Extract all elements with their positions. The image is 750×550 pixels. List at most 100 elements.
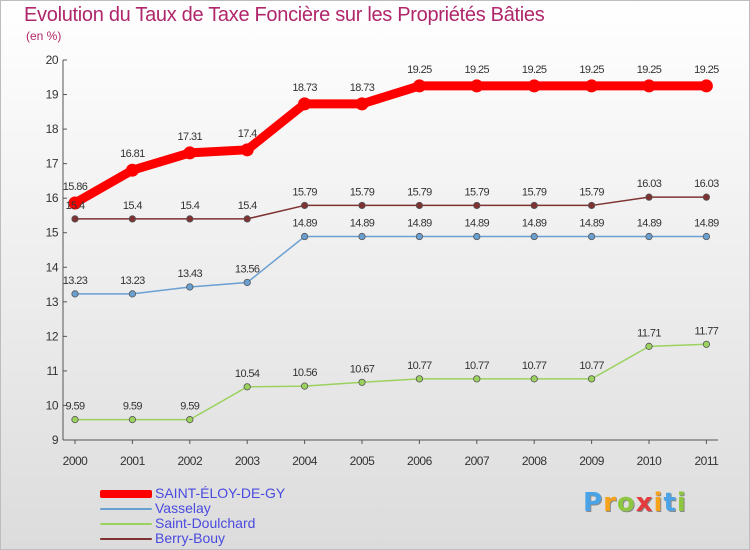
data-label: 10.54 xyxy=(235,368,260,380)
data-label: 13.23 xyxy=(120,275,145,287)
data-point xyxy=(243,383,251,391)
data-label: 16.03 xyxy=(694,178,719,190)
data-label: 19.25 xyxy=(407,64,432,76)
data-label: 13.23 xyxy=(63,275,88,287)
data-point xyxy=(358,378,366,386)
data-label: 14.89 xyxy=(292,218,317,230)
data-label: 19.25 xyxy=(637,64,662,76)
x-tick-label: 2003 xyxy=(235,454,261,468)
data-point xyxy=(530,375,538,383)
legend-label: Berry-Bouy xyxy=(155,530,226,546)
data-point xyxy=(358,232,366,241)
legend-swatch xyxy=(100,523,152,525)
data-point xyxy=(243,215,251,223)
logo-letter: t xyxy=(663,488,677,518)
y-tick-label: 18 xyxy=(46,122,59,136)
data-point xyxy=(68,196,82,210)
data-label: 15.86 xyxy=(63,181,88,193)
chart-subtitle: (en %) xyxy=(26,29,62,43)
data-point xyxy=(128,215,136,223)
chart-legend: SAINT-ÉLOY-DE-GY Vasselay Saint-Doulchard B… xyxy=(100,486,360,546)
data-point xyxy=(585,79,599,93)
x-tick-label: 2000 xyxy=(63,454,89,468)
legend-label: Vasselay xyxy=(155,500,211,516)
data-label: 10.67 xyxy=(350,363,375,375)
logo-letter: o xyxy=(616,488,636,518)
data-point xyxy=(702,193,711,201)
y-tick-label: 11 xyxy=(47,364,59,378)
data-point xyxy=(355,97,369,111)
legend-swatch xyxy=(100,490,152,498)
data-label: 14.89 xyxy=(465,218,490,230)
data-label: 9.59 xyxy=(180,401,199,413)
data-point xyxy=(300,201,309,210)
y-tick-label: 13 xyxy=(46,295,59,309)
data-point xyxy=(128,290,136,298)
legend-swatch xyxy=(100,538,152,540)
data-label: 19.25 xyxy=(522,64,547,76)
data-label: 15.4 xyxy=(123,200,142,212)
data-point xyxy=(473,201,481,210)
logo-letter: i xyxy=(676,488,687,518)
y-tick-label: 9 xyxy=(52,433,59,447)
data-point xyxy=(587,232,596,241)
y-tick-label: 16 xyxy=(46,191,59,205)
logo-letter: i xyxy=(653,488,664,518)
data-point xyxy=(243,278,251,287)
legend-label: SAINT-ÉLOY-DE-GY xyxy=(155,485,286,501)
series-points xyxy=(68,79,713,424)
proxiti-logo: Proxiti xyxy=(583,488,687,518)
data-label: 19.25 xyxy=(694,64,719,76)
data-point xyxy=(470,79,484,93)
x-tick-label: 2006 xyxy=(407,454,433,468)
data-point xyxy=(645,193,653,201)
data-point xyxy=(473,232,481,241)
data-label: 15.4 xyxy=(65,200,84,212)
data-point xyxy=(358,201,366,210)
data-point xyxy=(298,97,312,111)
data-point xyxy=(300,232,309,241)
data-label: 15.79 xyxy=(407,186,432,198)
data-label: 14.89 xyxy=(579,218,604,230)
series-line-3 xyxy=(75,196,707,220)
data-label: 11.71 xyxy=(637,327,661,339)
data-point xyxy=(186,416,194,424)
y-tick-label: 17 xyxy=(46,157,59,171)
logo-letter: x xyxy=(635,488,654,518)
data-point xyxy=(71,416,79,424)
data-point xyxy=(300,382,309,390)
chart-axes: 9 10 11 12 13 14 15 16 17 18 19 20 2000 2001 2002 2003 2… xyxy=(46,53,720,468)
y-tick-label: 20 xyxy=(46,53,59,67)
data-point xyxy=(527,79,541,93)
logo-letter: P xyxy=(583,488,604,518)
data-point xyxy=(412,79,426,93)
legend-item: Saint-Doulchard xyxy=(100,516,360,531)
x-tick-label: 2008 xyxy=(522,454,548,468)
data-point xyxy=(645,342,653,350)
legend-label: Saint-Doulchard xyxy=(155,515,256,531)
x-tick-label: 2007 xyxy=(464,454,490,468)
data-label: 15.79 xyxy=(292,186,317,198)
series-labels: 13.23 13.23 13.43 13.56 14.89 14.89 14.89 14.89… xyxy=(63,64,720,413)
x-tick-label: 2004 xyxy=(292,454,318,468)
series-lines xyxy=(72,81,707,421)
data-label: 15.79 xyxy=(350,186,375,198)
data-label: 14.89 xyxy=(407,218,432,230)
data-label: 15.79 xyxy=(465,186,490,198)
data-point xyxy=(530,232,538,241)
y-tick-label: 12 xyxy=(46,329,59,343)
data-label: 10.77 xyxy=(407,360,432,372)
data-label: 14.89 xyxy=(350,218,375,230)
legend-item: SAINT-ÉLOY-DE-GY xyxy=(100,486,360,501)
data-label: 9.59 xyxy=(65,401,84,413)
data-point xyxy=(530,201,538,210)
legend-item: Berry-Bouy xyxy=(100,531,360,546)
data-label: 10.77 xyxy=(522,360,547,372)
x-tick-label: 2005 xyxy=(350,454,376,468)
data-point xyxy=(415,375,423,383)
chart-title: Evolution du Taux de Taxe Foncière sur l… xyxy=(24,4,545,26)
y-tick-label: 10 xyxy=(46,398,59,412)
data-label: 10.56 xyxy=(292,367,317,379)
data-point xyxy=(128,416,136,424)
data-point xyxy=(702,340,711,348)
